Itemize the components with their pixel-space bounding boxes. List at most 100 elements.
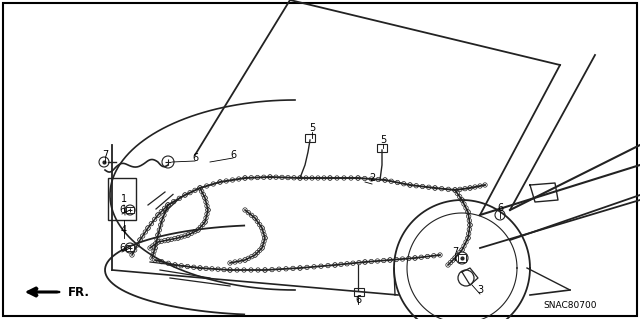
Circle shape	[238, 259, 242, 263]
Circle shape	[156, 213, 160, 217]
Circle shape	[146, 226, 150, 230]
Circle shape	[156, 233, 160, 237]
Text: SNAC80700: SNAC80700	[543, 300, 596, 309]
Circle shape	[253, 216, 257, 220]
Circle shape	[356, 176, 360, 180]
Circle shape	[172, 236, 177, 241]
Circle shape	[153, 246, 157, 250]
Circle shape	[125, 205, 135, 215]
Circle shape	[176, 236, 180, 240]
Circle shape	[218, 180, 222, 184]
Circle shape	[169, 237, 173, 241]
Circle shape	[198, 266, 202, 270]
Circle shape	[166, 203, 170, 207]
Circle shape	[335, 176, 339, 180]
Circle shape	[140, 234, 145, 238]
Circle shape	[242, 268, 246, 272]
Circle shape	[462, 244, 466, 248]
Circle shape	[243, 176, 247, 180]
Circle shape	[260, 226, 264, 230]
Circle shape	[166, 261, 170, 265]
Circle shape	[196, 228, 200, 232]
Circle shape	[419, 255, 424, 259]
Circle shape	[453, 256, 457, 260]
Circle shape	[173, 263, 177, 267]
Circle shape	[363, 260, 367, 264]
Text: 3: 3	[477, 285, 483, 295]
Circle shape	[473, 185, 477, 189]
Circle shape	[260, 226, 264, 230]
Circle shape	[200, 189, 204, 194]
Circle shape	[243, 176, 247, 180]
Circle shape	[218, 180, 222, 184]
Circle shape	[156, 233, 160, 237]
Circle shape	[172, 199, 176, 204]
Circle shape	[249, 175, 253, 180]
Circle shape	[467, 227, 472, 232]
Circle shape	[189, 231, 193, 235]
Circle shape	[153, 246, 157, 250]
Circle shape	[467, 214, 471, 219]
Circle shape	[413, 256, 417, 260]
Circle shape	[176, 236, 180, 240]
Circle shape	[339, 262, 343, 267]
Circle shape	[376, 177, 380, 182]
Circle shape	[433, 186, 437, 190]
Bar	[305, 134, 315, 142]
Circle shape	[201, 192, 205, 197]
Circle shape	[322, 176, 326, 180]
Circle shape	[183, 193, 188, 197]
Circle shape	[408, 183, 412, 187]
Circle shape	[166, 203, 170, 207]
Circle shape	[198, 266, 202, 270]
Circle shape	[262, 239, 266, 243]
Circle shape	[200, 222, 205, 227]
Circle shape	[150, 256, 154, 260]
Circle shape	[235, 268, 239, 272]
Circle shape	[166, 238, 170, 242]
Circle shape	[440, 187, 444, 191]
Circle shape	[455, 253, 460, 257]
Circle shape	[260, 246, 264, 250]
Circle shape	[466, 210, 470, 214]
Circle shape	[261, 229, 265, 234]
Circle shape	[453, 256, 457, 260]
Bar	[354, 288, 364, 296]
Circle shape	[277, 267, 281, 271]
Circle shape	[130, 253, 134, 257]
Circle shape	[274, 175, 278, 179]
Circle shape	[206, 208, 210, 212]
Circle shape	[467, 219, 472, 223]
Circle shape	[211, 182, 216, 186]
Circle shape	[216, 267, 220, 271]
Circle shape	[156, 240, 160, 244]
Circle shape	[148, 246, 152, 250]
Circle shape	[284, 267, 288, 271]
Circle shape	[228, 261, 232, 265]
Circle shape	[310, 176, 314, 180]
Circle shape	[203, 196, 207, 200]
Circle shape	[462, 202, 466, 206]
Circle shape	[298, 266, 302, 270]
Text: 6: 6	[119, 243, 125, 253]
Circle shape	[292, 175, 296, 180]
Circle shape	[162, 213, 166, 217]
Circle shape	[253, 253, 257, 257]
Circle shape	[388, 258, 392, 262]
Circle shape	[446, 263, 450, 267]
Circle shape	[204, 216, 208, 220]
Circle shape	[156, 213, 160, 217]
Circle shape	[191, 265, 196, 270]
Circle shape	[204, 266, 208, 271]
Circle shape	[143, 230, 148, 234]
Circle shape	[210, 267, 214, 271]
Text: 5: 5	[309, 123, 315, 133]
Circle shape	[333, 263, 337, 267]
Circle shape	[246, 211, 250, 215]
Circle shape	[255, 175, 260, 180]
Circle shape	[460, 248, 464, 252]
Circle shape	[453, 188, 457, 192]
Circle shape	[160, 218, 164, 222]
Circle shape	[453, 188, 457, 192]
Circle shape	[154, 241, 158, 246]
